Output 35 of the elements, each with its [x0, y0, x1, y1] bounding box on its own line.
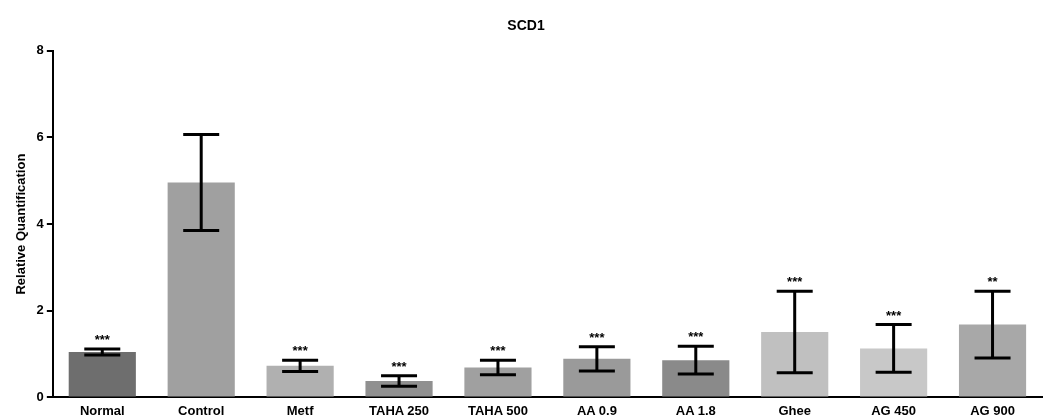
y-tick-label: 0: [36, 388, 44, 404]
annotation: **: [987, 274, 999, 290]
y-tick-label: 4: [36, 215, 45, 231]
x-tick-label: AA 0.9: [576, 402, 617, 418]
annotation: ***: [886, 307, 903, 323]
annotation: ***: [589, 329, 606, 345]
bar: [761, 331, 829, 397]
annotation: ***: [787, 274, 804, 290]
x-tick-label: Metf: [286, 402, 315, 418]
y-tick-label: 2: [36, 302, 44, 318]
x-tick-label: Control: [178, 402, 225, 418]
bar: [662, 360, 730, 397]
y-tick-label: 8: [36, 42, 44, 58]
x-tick-label: TAHA 250: [369, 402, 430, 418]
bar: [68, 351, 136, 397]
annotation: ***: [490, 343, 507, 359]
x-tick-label: AG 900: [970, 402, 1015, 418]
x-tick-label: Normal: [79, 402, 125, 418]
x-tick-label: TAHA 500: [467, 402, 528, 418]
annotation: ***: [391, 358, 408, 374]
annotation: ***: [94, 331, 111, 347]
annotation: ***: [688, 329, 705, 345]
bar: [167, 182, 235, 397]
y-tick-label: 6: [36, 129, 44, 145]
bar: [563, 358, 631, 397]
x-tick-label: Ghee: [778, 402, 811, 418]
y-axis-title: Relative Quantification: [13, 153, 29, 295]
x-tick-label: AA 1.8: [675, 402, 716, 418]
bar: [958, 324, 1027, 397]
x-tick-label: AG 450: [871, 402, 917, 418]
annotation: ***: [292, 343, 309, 359]
chart-title: SCD1: [507, 17, 545, 34]
bar: [860, 348, 928, 397]
bar: [464, 367, 532, 397]
bar: [266, 365, 334, 397]
